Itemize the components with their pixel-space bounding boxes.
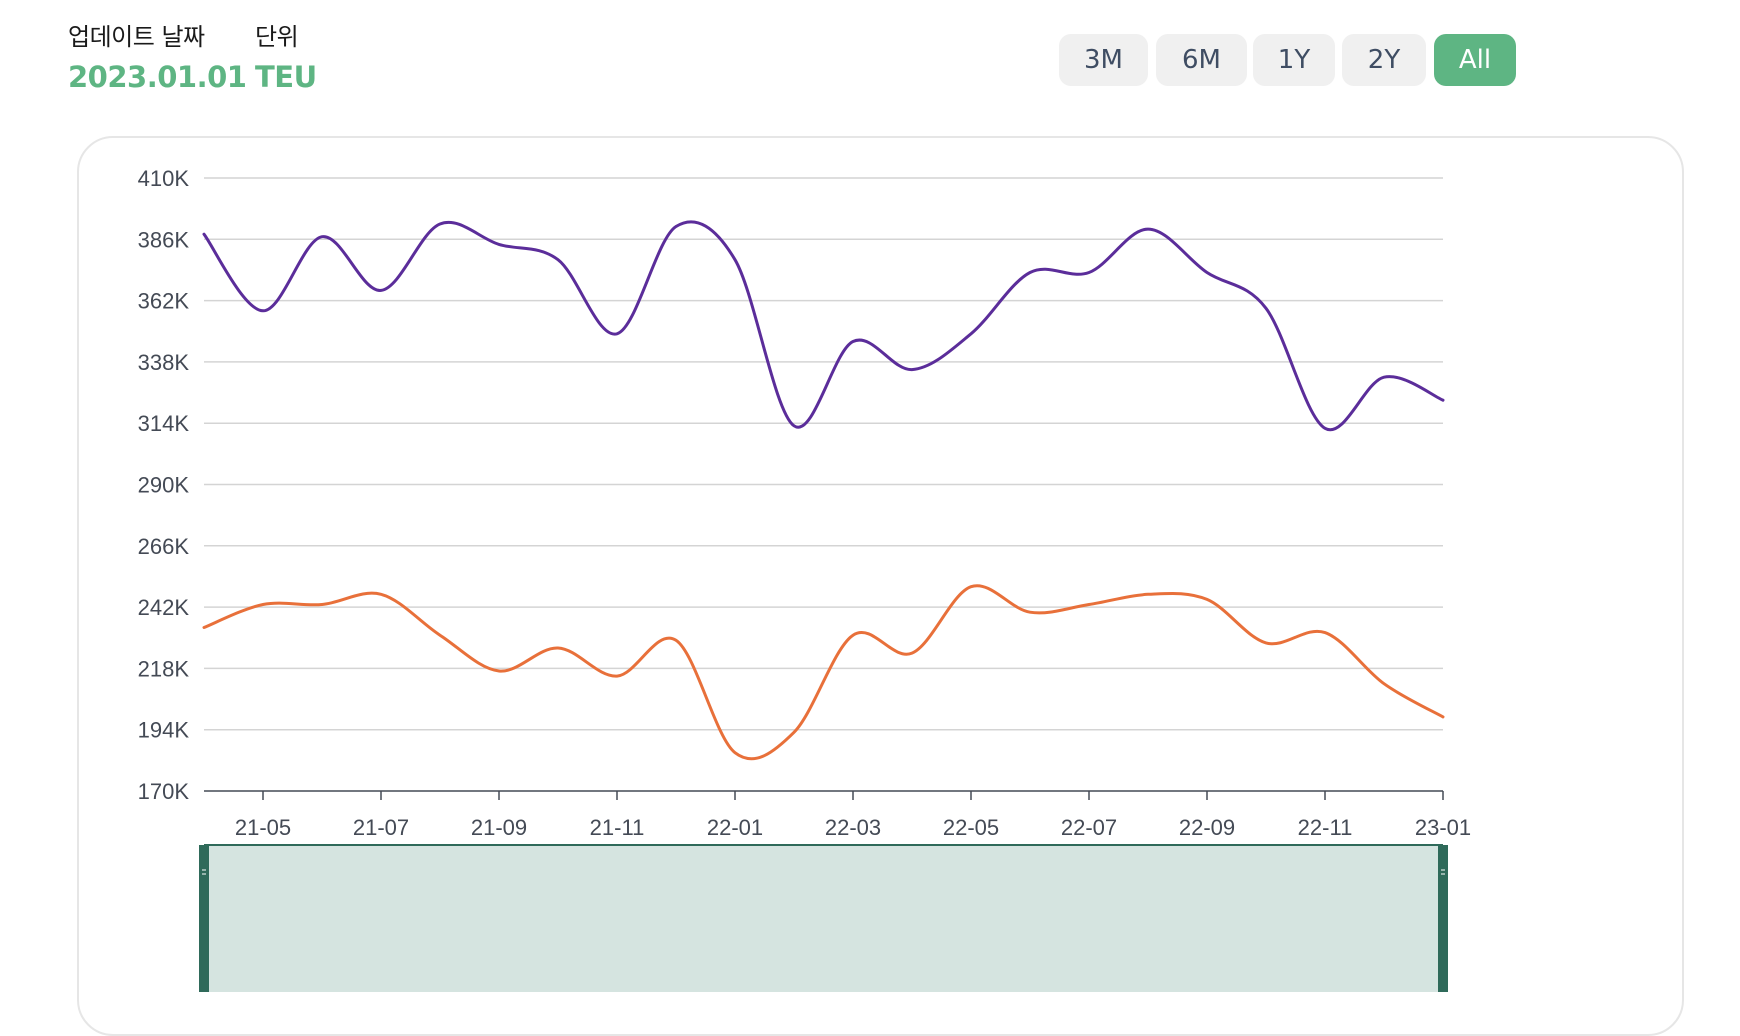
- x-tick-label: 21-05: [235, 815, 291, 840]
- y-tick-label: 290K: [138, 473, 190, 498]
- range-button-3m[interactable]: 3M: [1059, 34, 1148, 86]
- line-chart: 410K 386K 362K 338K 314K 290K 266K 242K 218K 194K…: [138, 166, 1471, 992]
- range-slider-track[interactable]: [204, 845, 1443, 992]
- range-button-1y[interactable]: 1Y: [1253, 34, 1335, 86]
- series-line-orange: [202, 584, 1445, 761]
- x-tick-label: 22-05: [943, 815, 999, 840]
- range-button-2y[interactable]: 2Y: [1342, 34, 1426, 86]
- y-tick-label: 338K: [138, 350, 190, 375]
- series-line-purple: [202, 220, 1445, 432]
- update-date-group: 업데이트 날짜 2023.01.01: [68, 20, 247, 100]
- y-tick-label: 194K: [138, 718, 190, 743]
- x-tick-label: 23-01: [1415, 815, 1471, 840]
- x-tick-label: 21-09: [471, 815, 527, 840]
- unit-value: TEU: [255, 60, 317, 94]
- y-tick-label: 386K: [138, 227, 190, 252]
- x-tick-label: 21-11: [590, 815, 645, 840]
- x-tick-label: 21-07: [353, 815, 409, 840]
- update-date-value: 2023.01.01: [68, 60, 247, 94]
- y-tick-label: 218K: [138, 656, 190, 681]
- range-slider-left-handle[interactable]: [199, 845, 209, 992]
- x-tick-label: 22-11: [1298, 815, 1353, 840]
- range-button-all[interactable]: All: [1434, 34, 1516, 86]
- unit-group: 단위 TEU: [255, 20, 317, 100]
- x-tick-label: 22-01: [707, 815, 763, 840]
- range-slider-right-handle[interactable]: [1438, 845, 1448, 992]
- x-tick-label: 22-03: [825, 815, 881, 840]
- update-date-label: 업데이트 날짜: [68, 23, 205, 51]
- y-tick-label: 266K: [138, 534, 190, 559]
- y-tick-label: 170K: [138, 779, 190, 804]
- y-tick-label: 314K: [138, 411, 190, 436]
- y-tick-label: 362K: [138, 289, 190, 314]
- y-tick-label: 410K: [138, 166, 190, 191]
- unit-label: 단위: [255, 23, 299, 51]
- range-button-6m[interactable]: 6M: [1156, 34, 1247, 86]
- x-tick-label: 22-09: [1179, 815, 1235, 840]
- x-tick-label: 22-07: [1061, 815, 1117, 840]
- y-tick-label: 242K: [138, 595, 190, 620]
